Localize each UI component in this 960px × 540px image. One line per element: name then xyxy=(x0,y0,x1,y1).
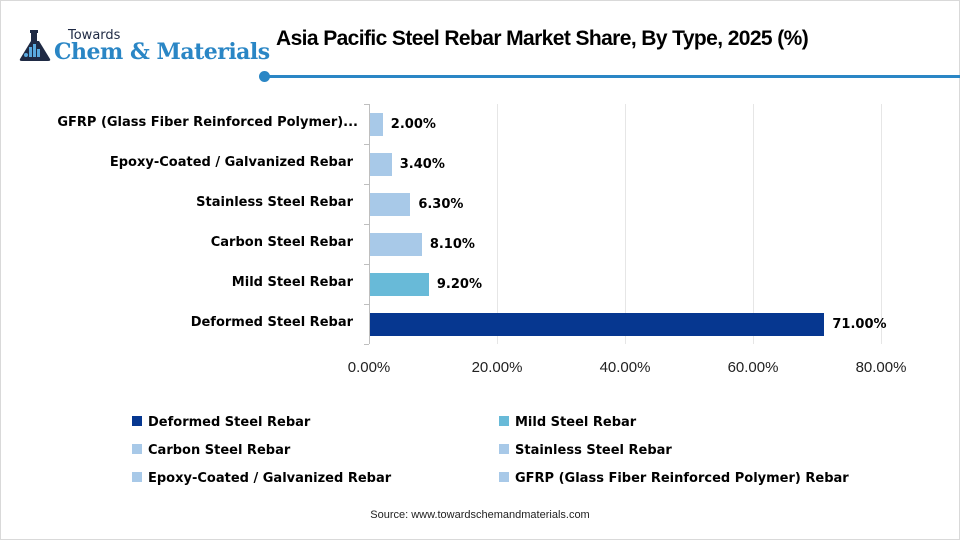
legend-label: Stainless Steel Rebar xyxy=(515,443,672,458)
bar[interactable] xyxy=(370,192,411,216)
legend-swatch-icon xyxy=(132,444,142,454)
category-label: GFRP (Glass Fiber Reinforced Polymer)... xyxy=(57,115,358,130)
category-label: Carbon Steel Rebar xyxy=(210,235,353,250)
legend-item[interactable]: Epoxy-Coated / Galvanized Rebar xyxy=(132,471,391,486)
x-axis-tick-label: 40.00% xyxy=(599,359,651,376)
plot-area: 71.00% 9.20% 8.10% 6.30% 3.40% 2.00% xyxy=(369,104,887,344)
title-underline xyxy=(266,75,960,78)
flask-icon xyxy=(19,30,51,61)
category-label: Stainless Steel Rebar xyxy=(196,195,353,210)
chart-title: Asia Pacific Steel Rebar Market Share, B… xyxy=(276,27,809,50)
legend-swatch-icon xyxy=(499,416,509,426)
gridline xyxy=(497,104,498,344)
y-axis-tick xyxy=(364,144,369,145)
y-axis-tick xyxy=(364,104,369,105)
brand-logo: Towards Chem & Materials xyxy=(16,26,270,66)
y-axis-tick xyxy=(364,304,369,305)
x-axis-tick-label: 60.00% xyxy=(727,359,779,376)
bar[interactable] xyxy=(370,232,422,256)
legend-swatch-icon xyxy=(132,472,142,482)
bar-value-label: 3.40% xyxy=(399,156,445,172)
bar-value-label: 2.00% xyxy=(390,116,436,132)
brand-main-text: Chem & Materials xyxy=(54,39,270,65)
source-note: Source: www.towardschemandmaterials.com xyxy=(370,509,590,521)
gridline xyxy=(625,104,626,344)
y-axis-tick xyxy=(364,184,369,185)
x-axis-tick-label: 0.00% xyxy=(347,359,391,376)
bar-value-label: 6.30% xyxy=(418,196,464,212)
category-label: Mild Steel Rebar xyxy=(231,275,353,290)
category-label: Deformed Steel Rebar xyxy=(190,315,353,330)
title-underline-dot xyxy=(259,71,270,82)
brand-top-text: Towards xyxy=(68,28,121,43)
legend-item[interactable]: GFRP (Glass Fiber Reinforced Polymer) Re… xyxy=(499,471,849,486)
category-label: Epoxy-Coated / Galvanized Rebar xyxy=(109,155,353,170)
legend-item[interactable]: Stainless Steel Rebar xyxy=(499,443,672,458)
y-axis-tick xyxy=(364,224,369,225)
legend-label: Mild Steel Rebar xyxy=(515,415,637,430)
legend-item[interactable]: Carbon Steel Rebar xyxy=(132,443,290,458)
bar-value-label: 9.20% xyxy=(436,276,482,292)
x-axis-tick-label: 20.00% xyxy=(471,359,523,376)
bar-value-label: 8.10% xyxy=(429,236,475,252)
legend-label: Epoxy-Coated / Galvanized Rebar xyxy=(148,471,392,486)
legend-item[interactable]: Mild Steel Rebar xyxy=(499,415,636,430)
bar[interactable] xyxy=(370,312,825,336)
bar[interactable] xyxy=(370,272,429,296)
gridline xyxy=(753,104,754,344)
legend-label: Carbon Steel Rebar xyxy=(148,443,291,458)
legend-label: Deformed Steel Rebar xyxy=(148,415,311,430)
y-axis-tick xyxy=(364,264,369,265)
bar-value-label: 71.00% xyxy=(832,316,887,332)
bar[interactable] xyxy=(370,112,383,136)
legend-label: GFRP (Glass Fiber Reinforced Polymer) Re… xyxy=(515,471,849,486)
bar[interactable] xyxy=(370,152,392,176)
legend-swatch-icon xyxy=(132,416,142,426)
y-axis-tick xyxy=(364,344,369,345)
gridline xyxy=(881,104,882,344)
legend-swatch-icon xyxy=(499,444,509,454)
y-axis-line xyxy=(369,104,370,344)
legend-swatch-icon xyxy=(499,472,509,482)
legend-item[interactable]: Deformed Steel Rebar xyxy=(132,415,310,430)
x-axis-tick-label: 80.00% xyxy=(855,359,907,376)
